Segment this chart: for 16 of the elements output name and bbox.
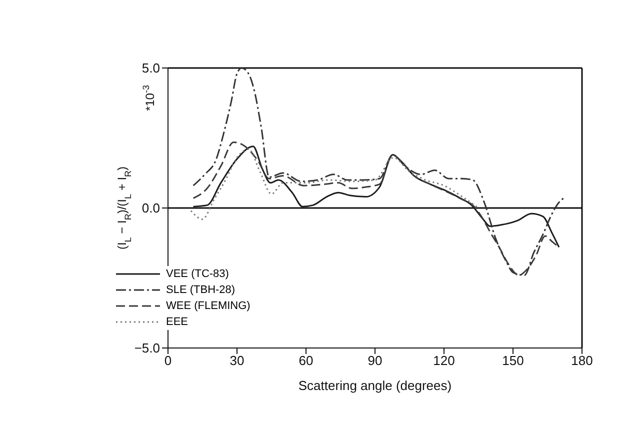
legend-label: WEE (FLEMING) [166,299,250,314]
x-tick-label: 0 [164,353,172,368]
x-tick-label: 30 [230,353,244,368]
x-tick-label: 120 [433,353,455,368]
x-tick-label: 90 [368,353,382,368]
x-tick-label: 150 [502,353,524,368]
y-tick-label: −5.0 [134,340,160,356]
legend-label: SLE (TBH-28) [166,283,236,298]
line-series [190,148,480,220]
y-tick-label: 0.0 [142,200,160,216]
y-tick-label: 5.0 [142,60,160,76]
x-tick-label: 180 [571,353,593,368]
legend-label: EEE [166,315,188,330]
x-tick-label: 60 [298,353,314,368]
legend-label: VEE (TC-83) [166,267,229,282]
x-axis-title: Scattering angle (degrees) [298,378,452,393]
